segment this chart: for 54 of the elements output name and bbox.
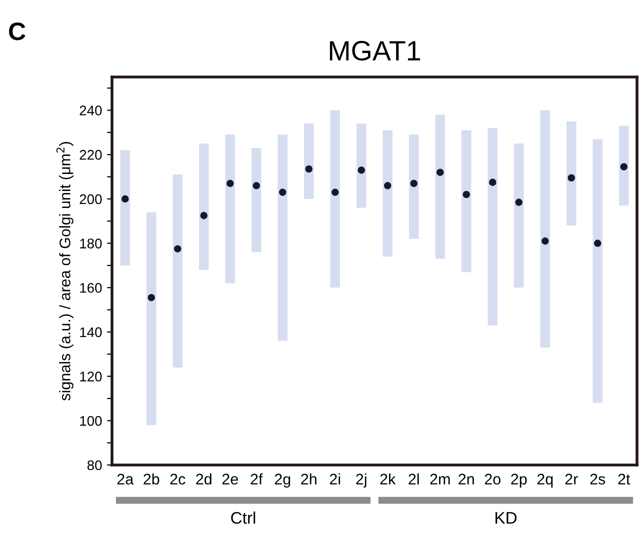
point [148,294,156,302]
point [594,240,602,247]
y-tick-label: 140 [80,327,102,338]
x-tick-label: 2o [484,474,500,485]
point [331,188,339,196]
point [515,198,523,206]
point [384,182,392,190]
point [278,188,286,196]
x-tick-label: 2s [590,474,606,485]
point [488,178,496,186]
point [436,168,444,176]
x-tick-label: 2g [274,474,290,488]
x-tick-label: 2p [511,474,527,488]
point [174,245,182,252]
x-tick-label: 2d [196,473,212,485]
y-tick-label: 160 [80,282,102,293]
text: KD [496,512,517,524]
point [462,190,470,198]
point [568,174,576,182]
point [541,237,549,245]
point [305,165,313,173]
point [121,195,129,203]
x-tick-label: 2r [565,474,578,484]
x-tick-label: 2n [458,474,474,484]
point [620,163,628,170]
point [410,180,418,188]
y-tick-label: 200 [80,194,102,204]
x-tick-label: 2e [222,474,238,485]
x-tick-label: 2k [380,473,396,484]
x-tick-label: 2i [330,473,340,484]
y-tick-label: 240 [80,106,102,116]
y-axis-title: signals (a.u.) / area of Golgi unit (μm$^{2}$) [56,142,74,401]
x-tick-label: 2c [170,474,186,485]
point [200,212,208,220]
y-tick-label: 120 [80,372,102,382]
x-tick-label: 2j [356,473,366,488]
chart-title: MGAT1 [330,40,420,61]
x-tick-label: 2a [117,474,134,485]
x-tick-label: 2l [408,473,419,484]
point [226,180,234,188]
x-tick-label: 2h [301,473,316,484]
point [358,166,366,174]
y-tick-label: 80 [87,460,102,470]
y-tick-label: 100 [80,416,102,426]
y-tick-label: 180 [80,238,102,248]
x-tick-label: 2b [144,473,160,485]
text: Ctrl [231,512,256,524]
x-tick-label: 2t [618,474,630,485]
x-tick-label: 2q [537,474,553,488]
point [252,182,260,190]
text: C [9,22,26,40]
x-tick-label: 2f [250,473,263,484]
y-tick-label: 220 [80,150,102,160]
x-tick-label: 2m [430,474,450,484]
